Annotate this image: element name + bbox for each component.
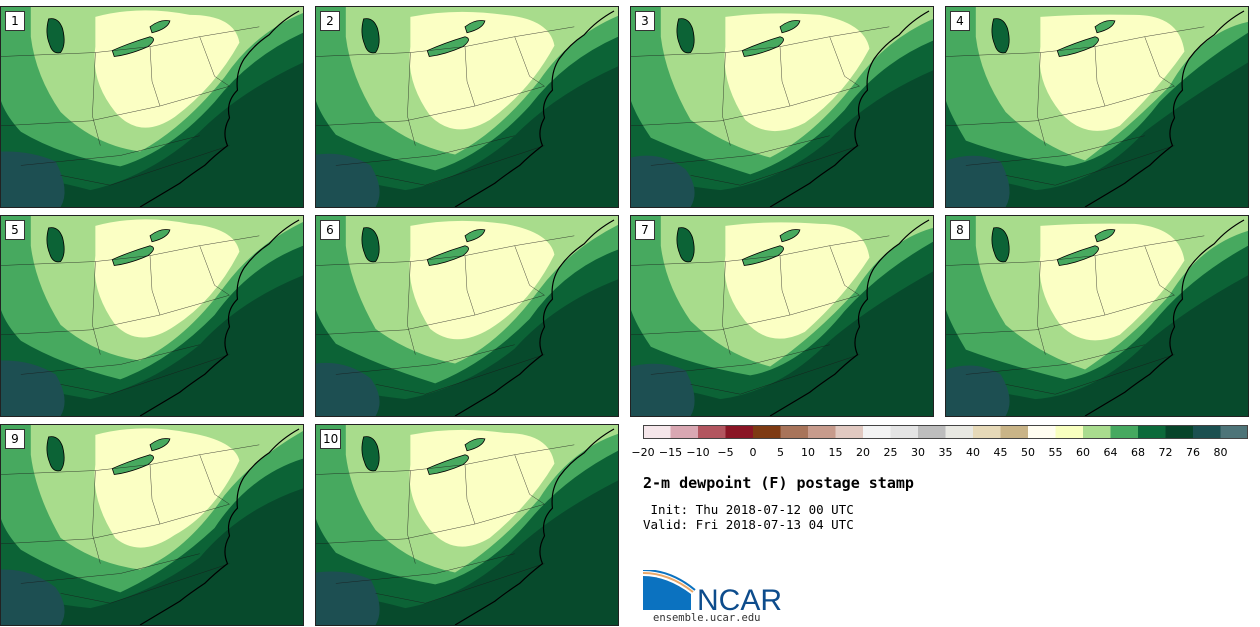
- init-time: Init: Thu 2018-07-12 00 UTC: [643, 502, 854, 517]
- ncar-logo: NCAR: [643, 570, 782, 614]
- colorbar-swatch: [890, 425, 919, 439]
- panel-1: 1: [0, 6, 304, 208]
- dewpoint-map-7: [631, 216, 933, 416]
- colorbar-tick-label: 20: [856, 446, 870, 459]
- panel-7: 7: [630, 215, 934, 417]
- colorbar-tick-label: 60: [1076, 446, 1090, 459]
- colorbar-swatch: [945, 425, 974, 439]
- colorbar-tick-label: 5: [777, 446, 784, 459]
- colorbar-tick-label: 68: [1131, 446, 1145, 459]
- colorbar-tick-label: 50: [1021, 446, 1035, 459]
- panel-6: 6: [315, 215, 619, 417]
- panel-label: 10: [320, 429, 342, 449]
- colorbar-swatch: [670, 425, 699, 439]
- colorbar-tick-label: 15: [828, 446, 843, 459]
- panel-label: 5: [5, 220, 25, 240]
- colorbar-tick-label: −15: [658, 446, 683, 459]
- colorbar-swatch: [1000, 425, 1029, 439]
- valid-time: Valid: Fri 2018-07-13 04 UTC: [643, 517, 854, 532]
- colorbar-swatch: [973, 425, 1001, 439]
- colorbar-swatch: [1083, 425, 1111, 439]
- colorbar-swatch: [808, 425, 836, 439]
- plot-title: 2-m dewpoint (F) postage stamp: [643, 474, 914, 492]
- colorbar-tick-label: 45: [993, 446, 1008, 459]
- panel-9: 9: [0, 424, 304, 626]
- colorbar-tick-label: 0: [749, 446, 757, 459]
- dewpoint-map-10: [316, 425, 618, 625]
- colorbar-tick-label: 55: [1048, 446, 1063, 459]
- dewpoint-map-8: [946, 216, 1248, 416]
- panel-label: 6: [320, 220, 340, 240]
- panel-label: 8: [950, 220, 970, 240]
- dewpoint-map-4: [946, 7, 1248, 207]
- ncar-logo-swoosh: [643, 576, 691, 610]
- colorbar-swatch: [753, 425, 781, 439]
- panel-label: 2: [320, 11, 340, 31]
- colorbar-tick-label: 25: [883, 446, 898, 459]
- panel-4: 4: [945, 6, 1249, 208]
- colorbar-swatch: [1138, 425, 1166, 439]
- dewpoint-map-5: [1, 216, 303, 416]
- dewpoint-map-9: [1, 425, 303, 625]
- panel-3: 3: [630, 6, 934, 208]
- dewpoint-map-2: [316, 7, 618, 207]
- colorbar-tick-label: 30: [911, 446, 925, 459]
- dewpoint-map-1: [1, 7, 303, 207]
- colorbar-tick-label: −20: [631, 446, 655, 459]
- colorbar-tick-label: 80: [1213, 446, 1228, 459]
- logo-url: ensemble.ucar.edu: [653, 612, 761, 624]
- panel-label: 9: [5, 429, 25, 449]
- colorbar-swatch: [780, 425, 809, 439]
- colorbar-swatch: [918, 425, 946, 439]
- colorbar-tick-label: 72: [1158, 446, 1173, 459]
- colorbar-tick-label: 64: [1103, 446, 1118, 459]
- colorbar-swatch: [835, 425, 864, 439]
- colorbar-tick-label: 76: [1186, 446, 1200, 459]
- panel-10: 10: [315, 424, 619, 626]
- colorbar-swatch: [863, 425, 891, 439]
- colorbar-swatch: [1193, 425, 1221, 439]
- colorbar-swatch: [1110, 425, 1139, 439]
- colorbar-tick-label: 10: [801, 446, 815, 459]
- ncar-logo-text: NCAR: [697, 584, 782, 614]
- colorbar-swatch: [725, 425, 754, 439]
- colorbar-tick-label: 35: [938, 446, 953, 459]
- colorbar-tick-label: 40: [966, 446, 980, 459]
- colorbar: [643, 425, 1248, 439]
- colorbar-tick-label: −10: [686, 446, 710, 459]
- colorbar-swatch: [1028, 425, 1056, 439]
- dewpoint-map-3: [631, 7, 933, 207]
- panel-5: 5: [0, 215, 304, 417]
- panel-8: 8: [945, 215, 1249, 417]
- colorbar-tick-label: −5: [717, 446, 734, 459]
- panel-2: 2: [315, 6, 619, 208]
- panel-label: 4: [950, 11, 970, 31]
- colorbar-swatch: [698, 425, 726, 439]
- colorbar-swatch: [1220, 425, 1248, 439]
- colorbar-swatch: [1055, 425, 1084, 439]
- colorbar-swatch: [643, 425, 671, 439]
- panel-label: 3: [635, 11, 655, 31]
- colorbar-swatch: [1165, 425, 1194, 439]
- panel-label: 7: [635, 220, 655, 240]
- panel-label: 1: [5, 11, 25, 31]
- dewpoint-map-6: [316, 216, 618, 416]
